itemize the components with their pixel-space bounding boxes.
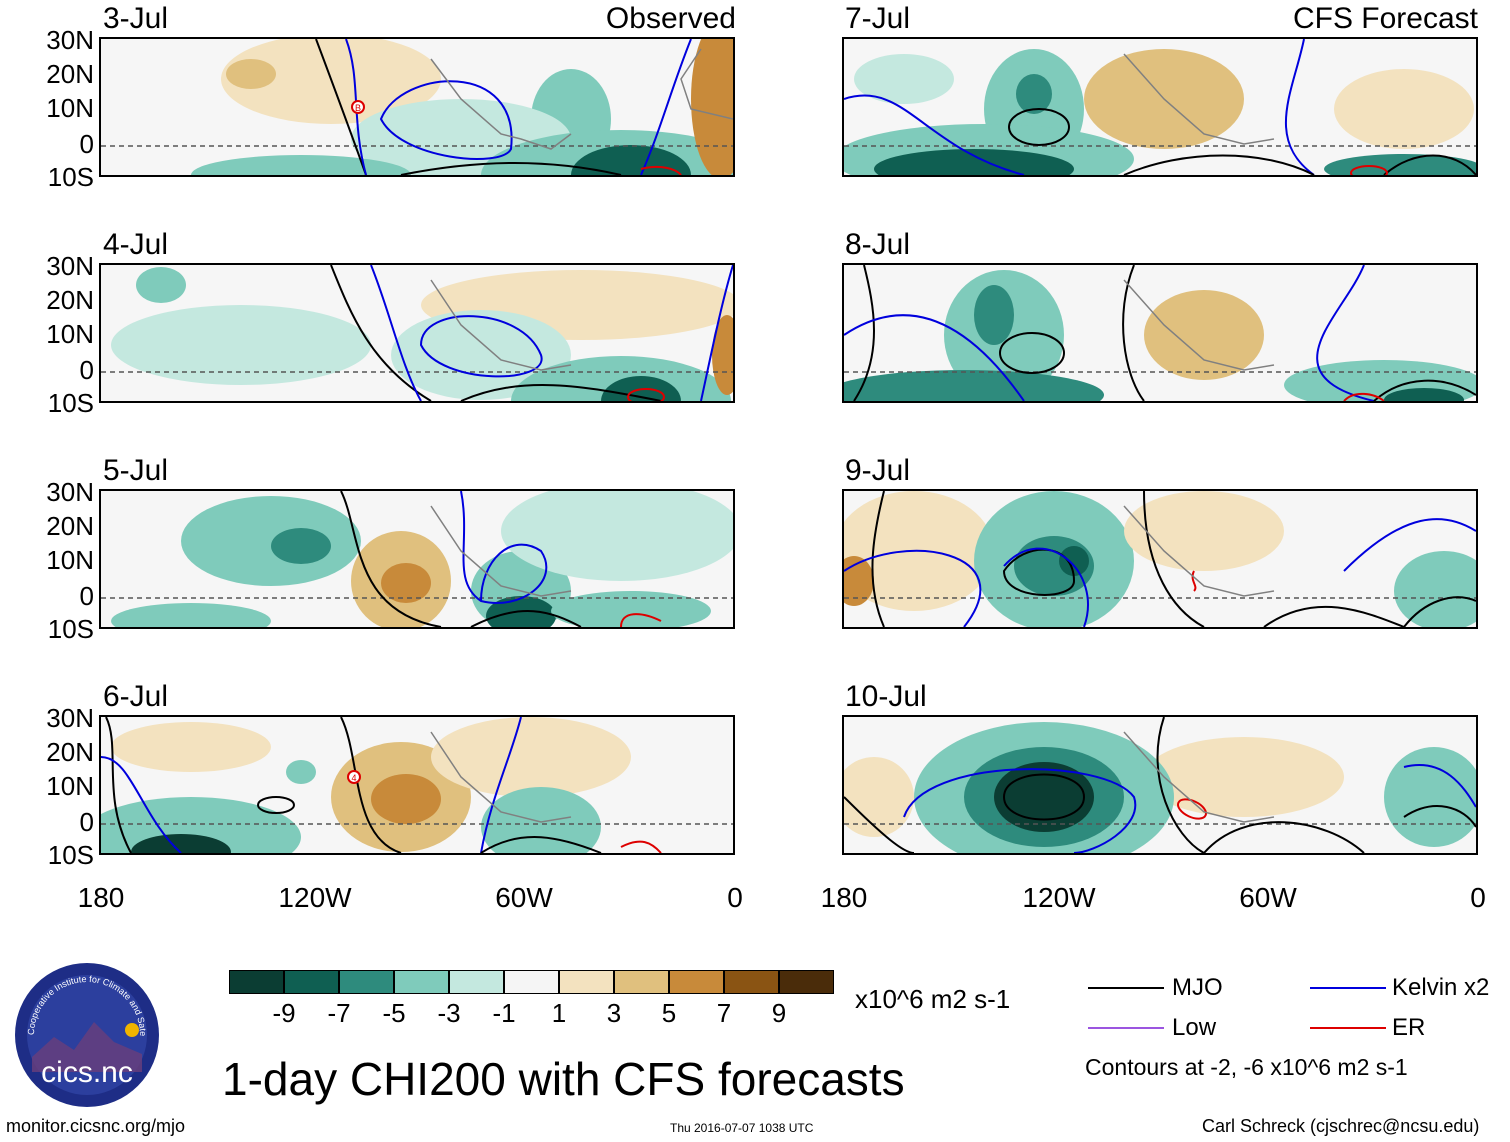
lon-120w: 120W: [278, 882, 352, 913]
observed-label: Observed: [605, 2, 736, 35]
lat-20n: 20N: [46, 59, 94, 89]
panel-date-6jul: 6-Jul: [103, 680, 169, 713]
legend-line-er: [1310, 1027, 1386, 1029]
lat-20n: 20N: [46, 285, 94, 315]
lat-0: 0: [79, 807, 94, 837]
panel-date-3jul: 3-Jul: [103, 2, 169, 35]
source-url: monitor.cicsnc.org/mjo: [6, 1116, 186, 1136]
panel-date-10jul: 10-Jul: [845, 680, 927, 713]
colorbar-label: -7: [327, 998, 351, 1028]
colorbar-label: 9: [771, 998, 787, 1028]
lat-10s: 10S: [47, 840, 94, 870]
panel-date-7jul: 7-Jul: [845, 2, 911, 35]
map-panel-3jul: B: [99, 37, 735, 177]
logo-text: cics.nc: [41, 1056, 133, 1089]
lat-0: 0: [79, 581, 94, 611]
colorbar-bin: [559, 970, 614, 994]
legend-line-low: [1088, 1027, 1164, 1029]
lon-180: 180: [820, 882, 868, 913]
colorbar-bin: [229, 970, 284, 994]
colorbar-bin: [724, 970, 779, 994]
colorbar-label: 5: [661, 998, 677, 1028]
lat-20n: 20N: [46, 511, 94, 541]
lat-10n: 10N: [46, 319, 94, 349]
map-panel-6jul: 4: [99, 715, 735, 855]
lat-0: 0: [79, 355, 94, 385]
figure-title: 1-day CHI200 with CFS forecasts: [222, 1053, 905, 1105]
legend-line-mjo: [1088, 987, 1164, 989]
map-panel-10jul: [842, 715, 1478, 855]
lat-30n: 30N: [46, 251, 94, 281]
colorbar-bin: [284, 970, 339, 994]
forecast-label: CFS Forecast: [1292, 2, 1478, 35]
panel-date-4jul: 4-Jul: [103, 228, 169, 261]
colorbar-label: 1: [551, 998, 567, 1028]
colorbar-label: 7: [716, 998, 732, 1028]
timestamp: Thu 2016-07-07 1038 UTC: [670, 1121, 814, 1135]
lon-0: 0: [1470, 882, 1486, 913]
credit: Carl Schreck (cjschrec@ncsu.edu): [1202, 1116, 1480, 1136]
colorbar-bin: [394, 970, 449, 994]
lat-10n: 10N: [46, 545, 94, 575]
lat-labels-4jul: 30N 20N 10N 0 10S: [4, 253, 94, 416]
lat-10s: 10S: [47, 614, 94, 644]
map-panel-5jul: [99, 489, 735, 629]
lat-30n: 30N: [46, 25, 94, 55]
lon-180: 180: [77, 882, 125, 913]
map-panel-7jul: [842, 37, 1478, 177]
colorbar-label: -1: [492, 998, 516, 1028]
lat-10n: 10N: [46, 771, 94, 801]
map-panel-4jul: [99, 263, 735, 403]
lat-20n: 20N: [46, 737, 94, 767]
colorbar-label: -9: [272, 998, 296, 1028]
colorbar-bin: [614, 970, 669, 994]
lat-30n: 30N: [46, 703, 94, 733]
legend-label-mjo: MJO: [1172, 974, 1223, 1001]
lon-60w: 60W: [495, 882, 553, 913]
contour-note: Contours at -2, -6 x10^6 m2 s-1: [1085, 1054, 1408, 1080]
colorbar-bin: [449, 970, 504, 994]
lat-10n: 10N: [46, 93, 94, 123]
lat-0: 0: [79, 129, 94, 159]
colorbar-bin: [669, 970, 724, 994]
legend-label-kelvin: Kelvin x2: [1392, 974, 1490, 1001]
panel-date-5jul: 5-Jul: [103, 454, 169, 487]
lon-0: 0: [727, 882, 743, 913]
colorbar-bin: [779, 970, 834, 994]
lon-120w: 120W: [1022, 882, 1096, 913]
marker-3jul: B: [355, 103, 361, 113]
lat-10s: 10S: [47, 162, 94, 192]
legend-label-low: Low: [1172, 1014, 1217, 1041]
legend-line-kelvin: [1310, 987, 1386, 989]
lat-10s: 10S: [47, 388, 94, 418]
lat-labels-6jul: 30N 20N 10N 0 10S: [4, 705, 94, 868]
colorbar-label: 3: [606, 998, 622, 1028]
map-panel-9jul: [842, 489, 1478, 629]
legend-label-er: ER: [1392, 1014, 1426, 1041]
panel-date-9jul: 9-Jul: [845, 454, 911, 487]
marker-6jul: 4: [351, 773, 356, 783]
colorbar-label: -5: [382, 998, 406, 1028]
lat-30n: 30N: [46, 477, 94, 507]
map-panel-8jul: [842, 263, 1478, 403]
colorbar-bin: [339, 970, 394, 994]
units-label: x10^6 m2 s-1: [855, 984, 1011, 1014]
lon-60w: 60W: [1239, 882, 1297, 913]
lat-labels-3jul: 30N 20N 10N 0 10S: [4, 27, 94, 190]
lat-labels-5jul: 30N 20N 10N 0 10S: [4, 479, 94, 642]
panel-date-8jul: 8-Jul: [845, 228, 911, 261]
colorbar-bin: [504, 970, 559, 994]
cicsnc-logo: Cooperative Institute for Climate and Sa…: [11, 954, 160, 1108]
colorbar-label: -3: [437, 998, 461, 1028]
